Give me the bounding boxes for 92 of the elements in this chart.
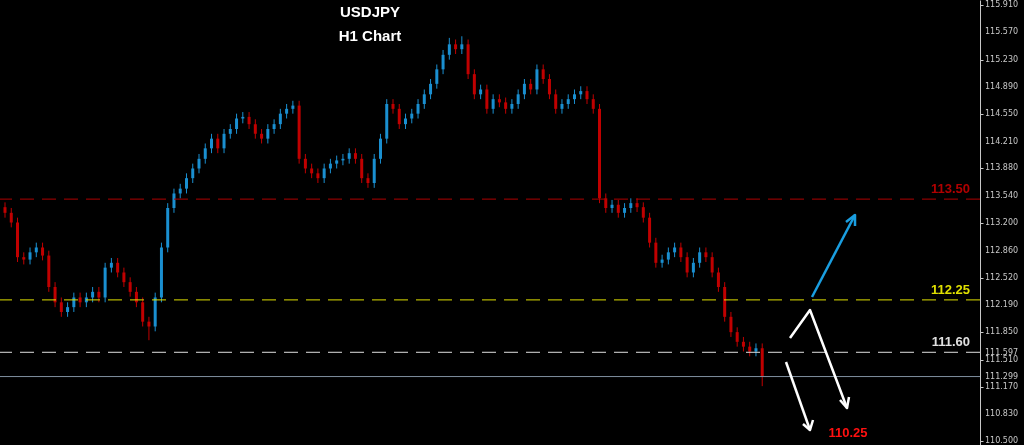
- candlestick: [510, 98, 514, 115]
- y-tick-label: 111.597: [985, 347, 1019, 357]
- candlestick: [447, 37, 451, 61]
- candlestick: [203, 143, 207, 165]
- candlestick: [679, 242, 683, 263]
- candlestick: [291, 100, 295, 115]
- candlestick: [360, 153, 364, 184]
- y-tick-label: 111.170: [985, 381, 1019, 391]
- candlestick: [716, 267, 720, 293]
- candlestick: [191, 163, 195, 184]
- candlestick: [397, 103, 401, 130]
- candlestick: [210, 133, 214, 154]
- candlestick: [485, 84, 489, 115]
- candlestick: [253, 118, 257, 140]
- y-tick-label: 114.210: [985, 136, 1019, 146]
- candlestick: [422, 88, 426, 110]
- text: H1 Chart: [338, 27, 402, 44]
- y-tick-label: 112.520: [985, 273, 1019, 283]
- candlestick: [604, 192, 608, 214]
- candlestick: [116, 257, 120, 278]
- candlestick: [303, 153, 307, 174]
- candlestick: [266, 123, 270, 144]
- candlestick: [278, 108, 282, 130]
- y-tick-label: 112.190: [985, 299, 1019, 309]
- y-tick-label: 113.540: [985, 190, 1019, 200]
- candlestick: [591, 93, 595, 115]
- y-tick-label: 112.860: [985, 245, 1019, 255]
- candlestick: [222, 128, 226, 154]
- candlestick: [691, 257, 695, 278]
- candlestick: [585, 85, 589, 105]
- candlestick: [641, 201, 645, 223]
- candlestick: [9, 207, 13, 228]
- y-tick-label: 115.570: [985, 27, 1019, 37]
- candlestick: [560, 98, 564, 115]
- candlestick: [416, 98, 420, 120]
- candlestick: [391, 98, 395, 115]
- candlestick: [316, 167, 320, 184]
- candlestick: [441, 49, 445, 75]
- candlestick: [78, 292, 82, 308]
- ref-line-label: 113.50: [930, 181, 970, 197]
- candlestick: [635, 197, 639, 213]
- candlestick: [554, 88, 558, 115]
- candlestick: [547, 73, 551, 100]
- y-tick-label: 110.500: [985, 435, 1019, 445]
- candlestick: [141, 296, 145, 327]
- candlestick: [197, 153, 201, 174]
- candlestick: [272, 118, 276, 135]
- chart-title: USDJPY: [339, 3, 401, 20]
- candlestick: [59, 296, 63, 318]
- candlestick: [247, 111, 251, 130]
- candlestick: [516, 88, 520, 110]
- ref-line-label: 111.60: [931, 334, 970, 350]
- y-tick-label: 111.299: [985, 371, 1019, 381]
- ref-line-label: 112.25: [930, 281, 970, 297]
- candlestick: [698, 246, 702, 269]
- y-tick-label: 111.510: [985, 354, 1019, 364]
- candlestick: [660, 254, 664, 269]
- candlestick: [366, 172, 370, 189]
- candlestick: [429, 78, 433, 100]
- y-tick-label: 114.550: [985, 109, 1019, 119]
- y-tick-label: 113.200: [985, 218, 1019, 228]
- candlestick: [322, 163, 326, 184]
- candlestick: [184, 172, 188, 194]
- candlestick: [654, 237, 658, 269]
- candlestick: [610, 199, 614, 214]
- candlestick: [729, 311, 733, 338]
- candlestick: [378, 133, 382, 165]
- annotation: 110.25: [828, 425, 868, 440]
- candlestick: [472, 68, 476, 100]
- candlestick: [172, 188, 176, 214]
- candlestick: [122, 267, 126, 288]
- y-tick-label: 113.880: [985, 163, 1019, 173]
- candlestick: [541, 63, 545, 85]
- candlestick: [28, 246, 32, 265]
- y-tick-label: 114.890: [985, 82, 1019, 92]
- candlestick: [3, 201, 7, 219]
- y-tick-label: 110.830: [985, 409, 1019, 419]
- candlestick: [735, 326, 739, 348]
- candlestick: [216, 133, 220, 154]
- y-tick-label: 115.910: [985, 0, 1019, 9]
- candlestick: [235, 113, 239, 135]
- candlestick: [128, 276, 132, 298]
- candlestick: [535, 63, 539, 95]
- y-tick-label: 115.230: [985, 54, 1019, 64]
- candlestick: [685, 251, 689, 278]
- candlestick: [491, 93, 495, 115]
- candlestick: [704, 246, 708, 263]
- candlestick: [754, 342, 758, 357]
- candlestick: [710, 251, 714, 278]
- y-tick-label: 111.850: [985, 327, 1019, 337]
- candlestick: [435, 63, 439, 90]
- candlestick: [522, 78, 526, 100]
